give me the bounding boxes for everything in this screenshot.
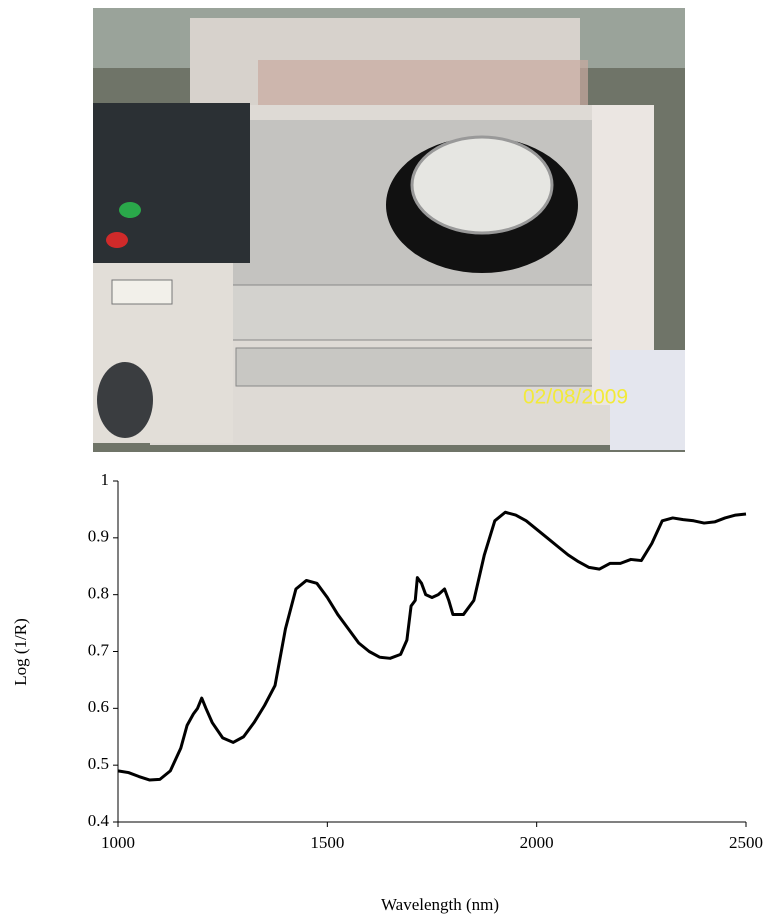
- x-axis-label: Wavelength (nm): [381, 895, 499, 914]
- mouse: [97, 362, 153, 438]
- spectrum-line: [117, 510, 747, 782]
- date-stamp: 02/08/2009: [523, 386, 628, 409]
- y-tick-label: 0.7: [88, 640, 110, 659]
- label-plate: [111, 279, 173, 305]
- petri-dish: [410, 135, 554, 235]
- y-tick-label: 1: [101, 470, 110, 489]
- x-tick-label: 1000: [101, 833, 135, 852]
- drawer-bottom: [235, 347, 627, 387]
- x-tick-label: 2500: [729, 833, 763, 852]
- green-button: [119, 202, 141, 218]
- drawer-top: [221, 284, 641, 341]
- x-tick-label: 1500: [310, 833, 344, 852]
- y-tick-label: 0.8: [88, 584, 109, 603]
- y-axis-label: Log (1/R): [11, 618, 30, 686]
- red-button: [106, 232, 128, 248]
- y-tick-label: 0.6: [88, 697, 109, 716]
- y-tick-label: 0.4: [88, 811, 110, 830]
- paper-sheet: [610, 350, 685, 450]
- instrument-photo: 02/08/2009: [93, 8, 685, 452]
- chart: Wavelength (nm) Log (1/R) 0.4 0.5 0.6 0.7 0.…: [11, 470, 763, 914]
- y-tick-label: 0.5: [88, 754, 109, 773]
- x-tick-label: 2000: [520, 833, 554, 852]
- y-tick-label: 0.9: [88, 527, 109, 546]
